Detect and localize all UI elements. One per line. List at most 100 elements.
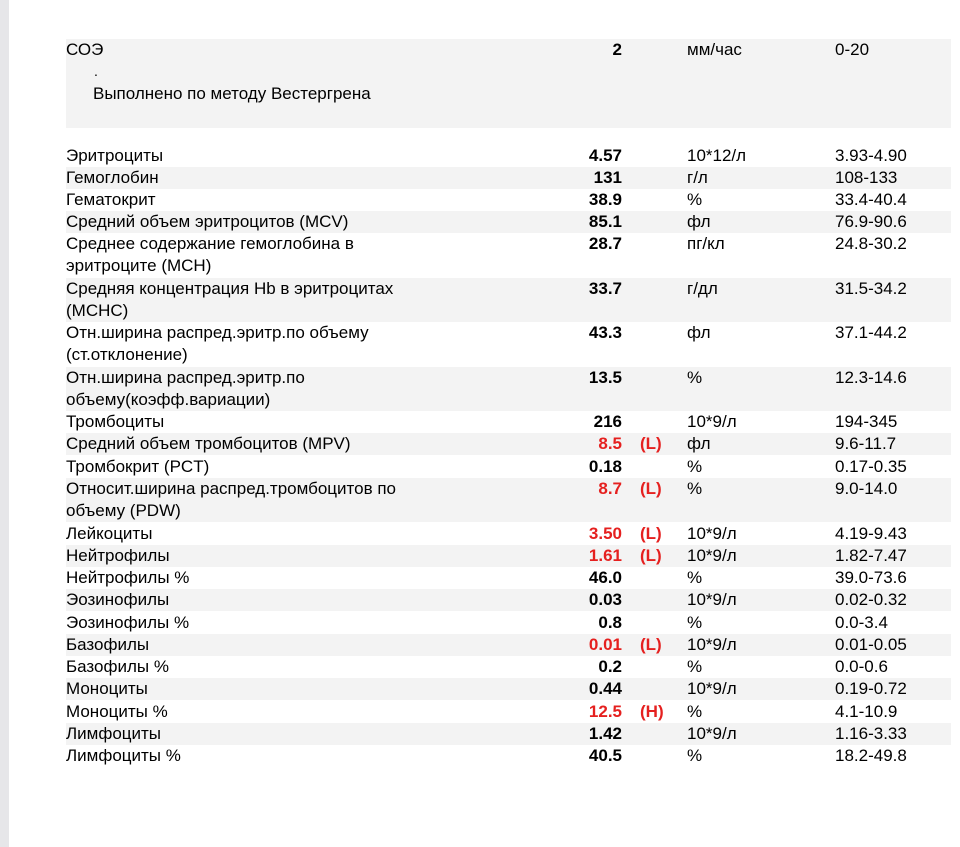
table-row: Эозинофилы 0.03 10*9/л 0.02-0.32 bbox=[66, 589, 951, 611]
test-value: 2 bbox=[612, 40, 622, 59]
test-unit: пг/кл bbox=[687, 234, 725, 253]
test-unit: % bbox=[687, 190, 703, 209]
test-value: 4.57 bbox=[588, 146, 622, 165]
test-reference-range: 0.19-0.72 bbox=[835, 679, 907, 698]
test-reference-range: 1.82-7.47 bbox=[835, 546, 907, 565]
test-reference-range: 24.8-30.2 bbox=[835, 234, 907, 253]
test-unit: фл bbox=[687, 323, 711, 342]
abnormal-flag: (L) bbox=[640, 635, 662, 654]
test-value: 0.2 bbox=[598, 657, 622, 676]
table-row: Средний объем эритроцитов (MCV) 85.1 фл 76.… bbox=[66, 211, 951, 233]
table-row: Средняя концентрация Hb в эритроцитах (M… bbox=[66, 278, 951, 322]
table-row: Базофилы % 0.2% 0.0-0.6 bbox=[66, 656, 951, 678]
table-row: Лимфоциты 1.42 10*9/л 1.16-3.33 bbox=[66, 723, 951, 745]
test-name: Гематокрит bbox=[66, 190, 156, 209]
lab-report-page bbox=[9, 0, 960, 847]
test-reference-range: 4.19-9.43 bbox=[835, 524, 907, 543]
test-value: 131 bbox=[593, 168, 622, 187]
test-name: СОЭ bbox=[66, 40, 104, 59]
test-reference-range: 39.0-73.6 bbox=[835, 568, 907, 587]
test-reference-range: 0.17-0.35 bbox=[835, 457, 907, 476]
test-value: 85.1 bbox=[588, 212, 622, 231]
test-reference-range: 9.6-11.7 bbox=[835, 434, 897, 453]
test-value: 46.0 bbox=[588, 568, 622, 587]
test-unit: г/дл bbox=[687, 279, 718, 298]
test-name: Эритроциты bbox=[66, 146, 164, 165]
test-unit: 10*9/л bbox=[687, 546, 737, 565]
table-row: Эозинофилы % 0.8% 0.0-3.4 bbox=[66, 612, 951, 634]
abnormal-flag: (L) bbox=[640, 479, 662, 498]
test-reference-range: 1.16-3.33 bbox=[835, 724, 907, 743]
table-row: Отн.ширина распред.эритр.по объему(коэфф… bbox=[66, 367, 951, 411]
table-row: Нейтрофилы 1.61 (L) 10*9/л 1.82-7.47 bbox=[66, 545, 951, 567]
test-name: Лимфоциты % bbox=[66, 746, 181, 765]
test-name: Тромбокрит (PCT) bbox=[66, 457, 210, 476]
test-reference-range: 0.01-0.05 bbox=[835, 635, 907, 654]
test-unit: 10*12/л bbox=[687, 146, 747, 165]
test-value: 13.5 bbox=[588, 368, 622, 387]
test-name: Эозинофилы bbox=[66, 590, 170, 609]
test-unit: фл bbox=[687, 212, 711, 231]
test-value: 38.9 bbox=[588, 190, 622, 209]
test-unit: % bbox=[687, 746, 703, 765]
test-reference-range: 37.1-44.2 bbox=[835, 323, 907, 342]
test-reference-range: 31.5-34.2 bbox=[835, 279, 907, 298]
test-unit: % bbox=[687, 457, 703, 476]
test-unit: 10*9/л bbox=[687, 412, 737, 431]
test-value: 0.01 bbox=[588, 635, 622, 654]
test-value: 1.61 bbox=[588, 546, 622, 565]
test-reference-range: 9.0-14.0 bbox=[835, 479, 898, 498]
test-unit: мм/час bbox=[687, 40, 742, 59]
test-name: Отн.ширина распред.эритр.по объему(коэфф… bbox=[66, 368, 305, 409]
test-unit: фл bbox=[687, 434, 711, 453]
test-name: Моноциты bbox=[66, 679, 148, 698]
test-value: 8.7 bbox=[598, 479, 622, 498]
test-value: 3.50 bbox=[588, 524, 622, 543]
test-value: 0.18 bbox=[588, 457, 622, 476]
table-row: Гематокрит 38.9% 33.4-40.4 bbox=[66, 189, 951, 211]
test-name: Гемоглобин bbox=[66, 168, 159, 187]
test-name: Моноциты % bbox=[66, 702, 168, 721]
table-row: Моноциты % 12.5 (H)% 4.1-10.9 bbox=[66, 701, 951, 723]
test-reference-range: 76.9-90.6 bbox=[835, 212, 907, 231]
abnormal-flag: (L) bbox=[640, 524, 662, 543]
test-unit: 10*9/л bbox=[687, 724, 737, 743]
test-unit: % bbox=[687, 613, 703, 632]
table-row: Средний объем тромбоцитов (MPV) 8.5 (L) фл 9… bbox=[66, 433, 951, 455]
table-row: Лимфоциты % 40.5% 18.2-49.8 bbox=[66, 745, 951, 767]
test-unit: 10*9/л bbox=[687, 590, 737, 609]
table-row: Лейкоциты 3.50 (L) 10*9/л 4.19-9.43 bbox=[66, 523, 951, 545]
table-row: Гемоглобин 131 г/л 108-133 bbox=[66, 167, 951, 189]
test-value: 28.7 bbox=[588, 234, 622, 253]
test-unit: 10*9/л bbox=[687, 524, 737, 543]
test-value: 33.7 bbox=[588, 279, 622, 298]
table-row: Относит.ширина распред.тромбоцитов по об… bbox=[66, 478, 951, 522]
test-name: Базофилы bbox=[66, 635, 150, 654]
table-row: Тромбокрит (PCT) 0.18% 0.17-0.35 bbox=[66, 456, 951, 478]
test-reference-range: 3.93-4.90 bbox=[835, 146, 907, 165]
test-value: 40.5 bbox=[588, 746, 622, 765]
table-row: Нейтрофилы % 46.0% 39.0-73.6 bbox=[66, 567, 951, 589]
test-name: Нейтрофилы bbox=[66, 546, 170, 565]
test-value: 43.3 bbox=[588, 323, 622, 342]
esr-method-note: Выполнено по методу Вестергрена bbox=[93, 84, 371, 103]
test-name: Тромбоциты bbox=[66, 412, 165, 431]
test-value: 1.42 bbox=[588, 724, 622, 743]
test-reference-range: 0.0-0.6 bbox=[835, 657, 888, 676]
abnormal-flag: (L) bbox=[640, 546, 662, 565]
test-unit: г/л bbox=[687, 168, 708, 187]
test-value: 0.44 bbox=[588, 679, 622, 698]
test-name: Отн.ширина распред.эритр.по объему (ст.о… bbox=[66, 323, 369, 364]
test-reference-range: 18.2-49.8 bbox=[835, 746, 907, 765]
test-name: Лейкоциты bbox=[66, 524, 153, 543]
test-name: Среднее содержание гемоглобина в эритроц… bbox=[66, 234, 354, 275]
page-edge bbox=[0, 0, 9, 847]
esr-dot: . bbox=[94, 63, 98, 79]
test-value: 216 bbox=[593, 412, 622, 431]
test-name: Относит.ширина распред.тромбоцитов по об… bbox=[66, 479, 396, 520]
table-row: Среднее содержание гемоглобина в эритроц… bbox=[66, 233, 951, 277]
test-name: Нейтрофилы % bbox=[66, 568, 190, 587]
test-name: Средняя концентрация Hb в эритроцитах (M… bbox=[66, 279, 394, 320]
test-name: Средний объем тромбоцитов (MPV) bbox=[66, 434, 351, 453]
test-reference-range: 0-20 bbox=[835, 40, 870, 59]
